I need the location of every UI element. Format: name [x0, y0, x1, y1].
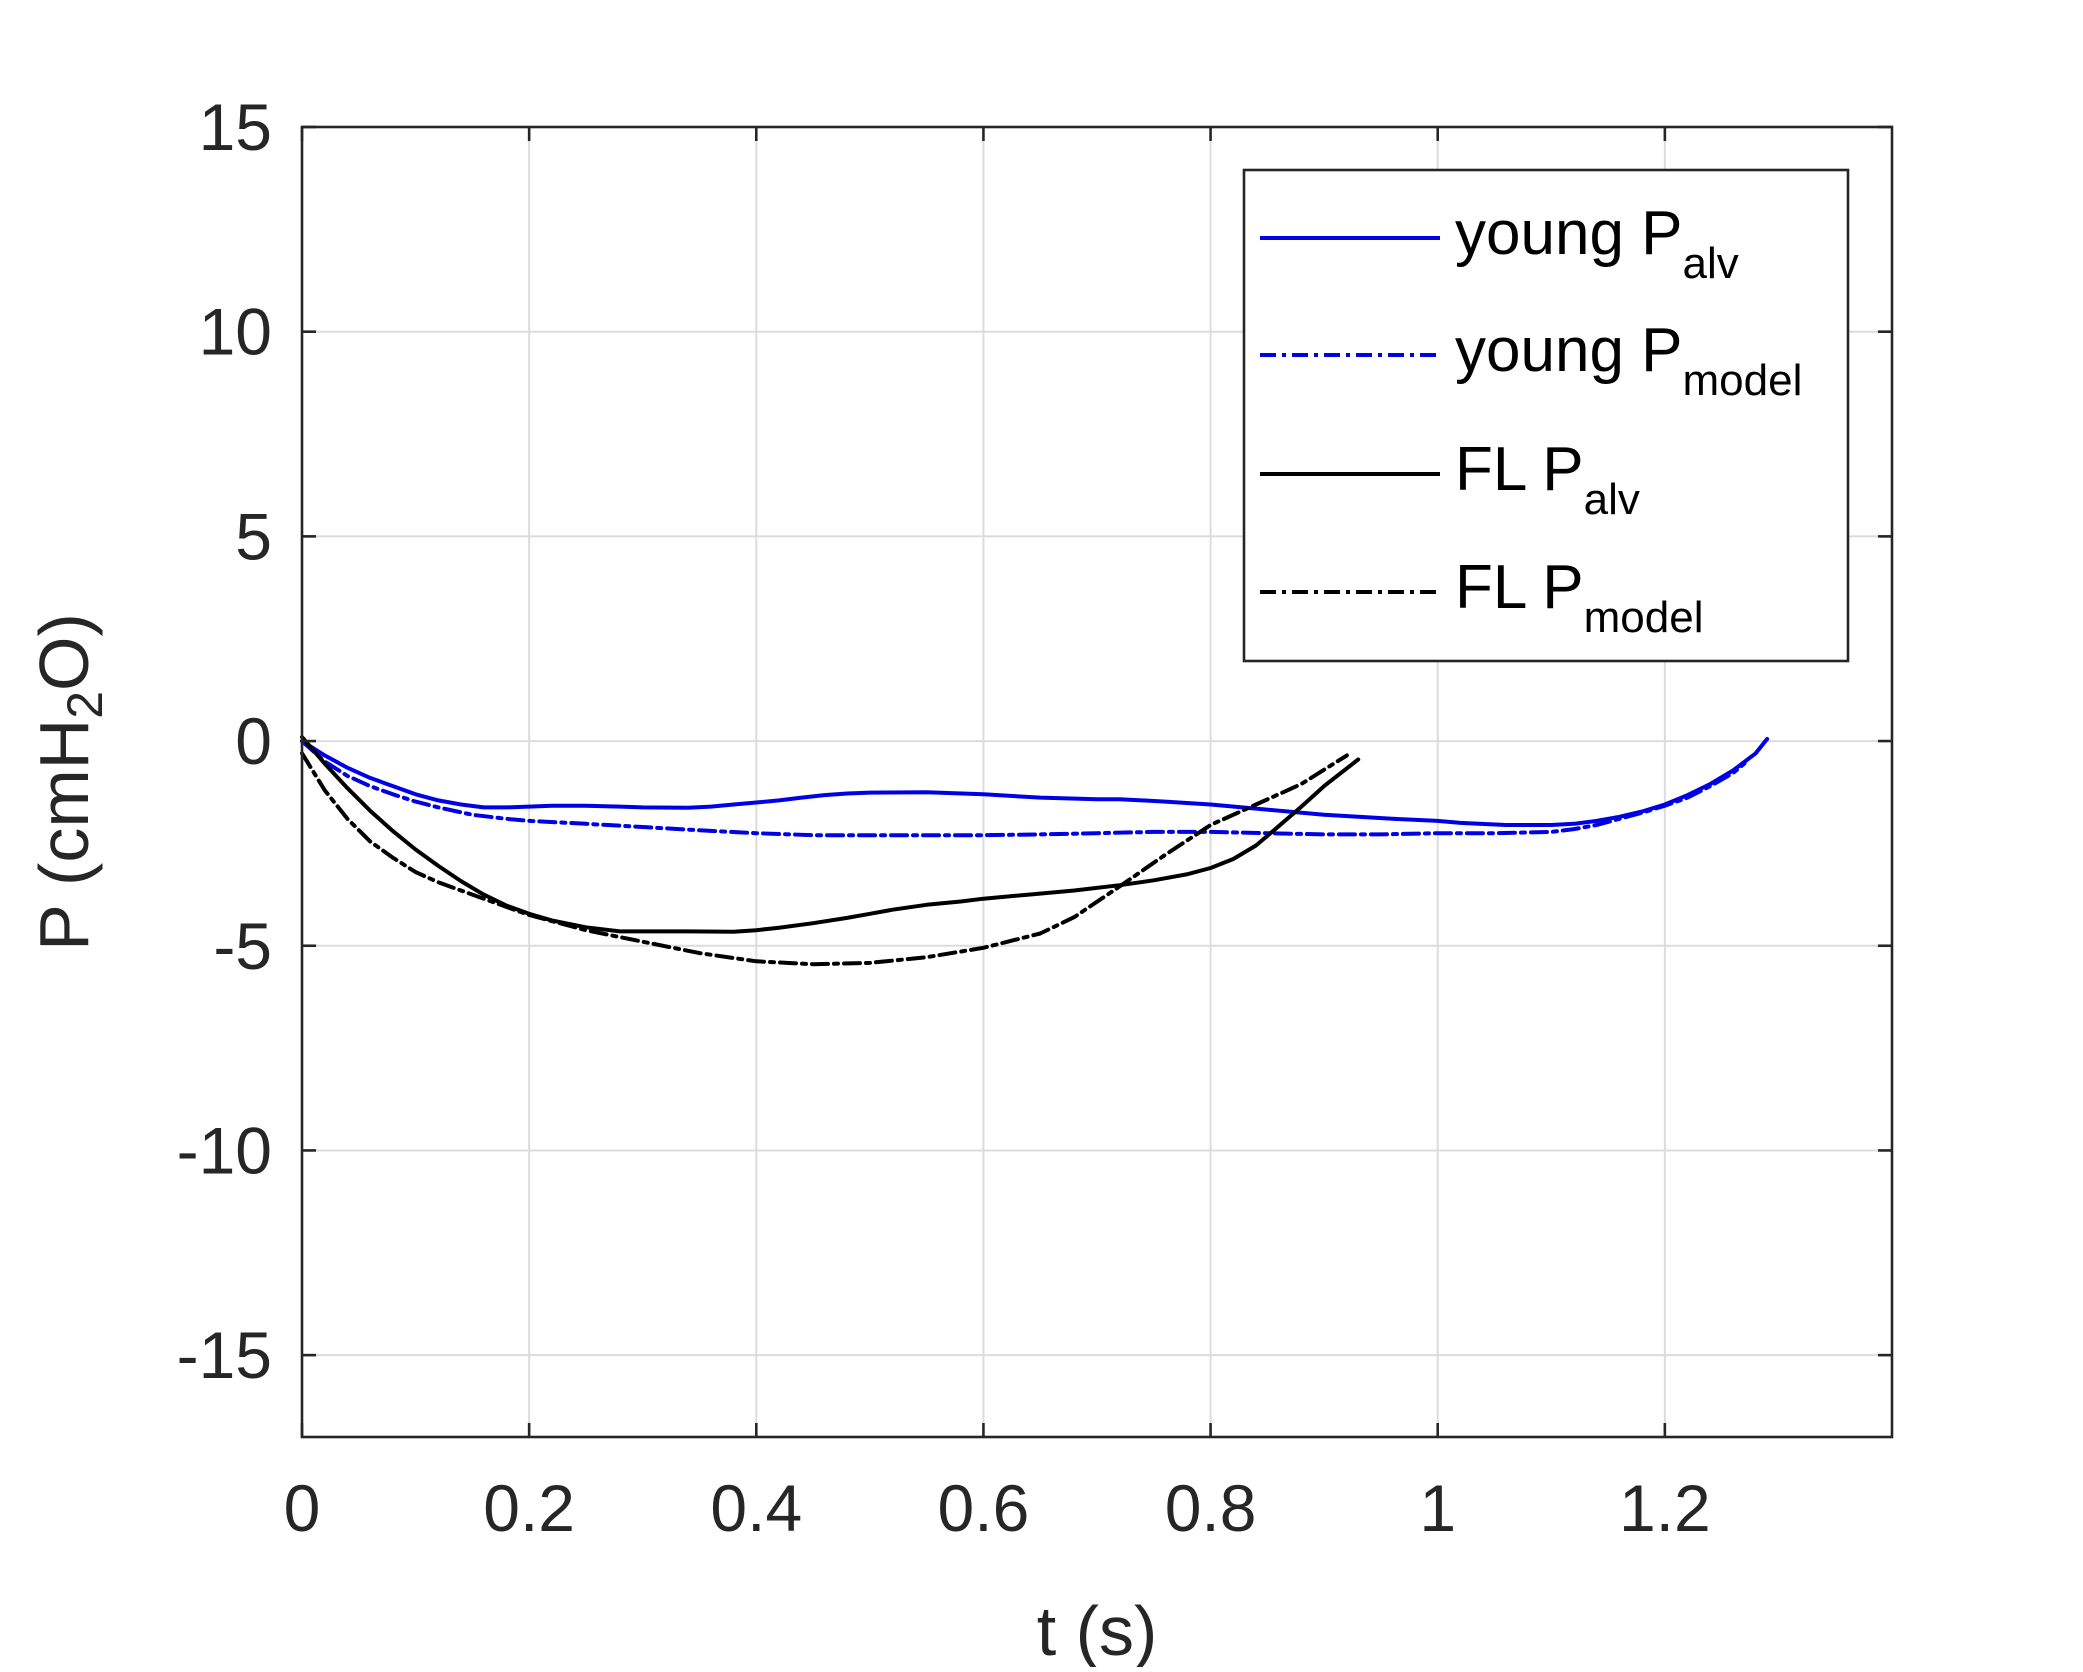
legend-label-4: FL Pmodel — [1455, 553, 1703, 642]
y-tick-label: -10 — [177, 1113, 272, 1187]
x-tick-label: 1 — [1419, 1471, 1456, 1545]
y-tick-label: 10 — [199, 295, 272, 369]
legend-box — [1242, 168, 1850, 663]
legend-label-subscript: model — [1683, 356, 1803, 405]
y-tick-labels: 15 10 5 0 -5 -10 -15 — [177, 90, 272, 1392]
legend-label-main: young P — [1455, 316, 1683, 385]
y-tick-label: 5 — [235, 499, 272, 573]
series-layer — [300, 735, 1770, 967]
series-line-3 — [300, 735, 1361, 934]
y-axis-label-suffix: O) — [25, 613, 103, 691]
x-tick-label: 0.2 — [483, 1471, 575, 1545]
legend-label-main: FL P — [1455, 553, 1584, 622]
x-tick-label: 0 — [284, 1471, 321, 1545]
x-axis-label: t (s) — [1037, 1592, 1158, 1667]
x-tick-label: 0.8 — [1165, 1471, 1257, 1545]
series-line-4 — [300, 751, 1349, 967]
legend-label-main: FL P — [1455, 435, 1584, 504]
x-tick-label: 0.4 — [710, 1471, 802, 1545]
y-tick-label: 15 — [199, 90, 272, 164]
y-axis-label-prefix: P (cmH — [25, 719, 103, 951]
y-tick-label: -15 — [177, 1318, 272, 1392]
legend-label-subscript: alv — [1584, 475, 1640, 524]
x-tick-labels: 0 0.2 0.4 0.6 0.8 1 1.2 — [284, 1471, 1711, 1545]
y-axis-label-subscript: 2 — [57, 691, 113, 719]
y-tick-label: 0 — [235, 704, 272, 778]
legend-label-1: young Palv — [1455, 199, 1739, 288]
x-tick-label: 0.6 — [938, 1471, 1030, 1545]
legend-label-2: young Pmodel — [1455, 316, 1802, 405]
series-line-2 — [300, 739, 1747, 838]
y-tick-label: -5 — [213, 909, 272, 983]
legend-label-subscript: model — [1584, 593, 1704, 642]
legend-label-3: FL Palv — [1455, 435, 1640, 524]
y-axis-label: P (cmH2O) — [25, 613, 113, 951]
plot-frame — [300, 125, 1894, 1439]
legend-label-main: young P — [1455, 199, 1683, 268]
legend-label-subscript: alv — [1683, 239, 1739, 288]
x-tick-label: 1.2 — [1619, 1471, 1711, 1545]
series-line-1 — [300, 737, 1770, 827]
axis-ticks — [300, 125, 1892, 1437]
